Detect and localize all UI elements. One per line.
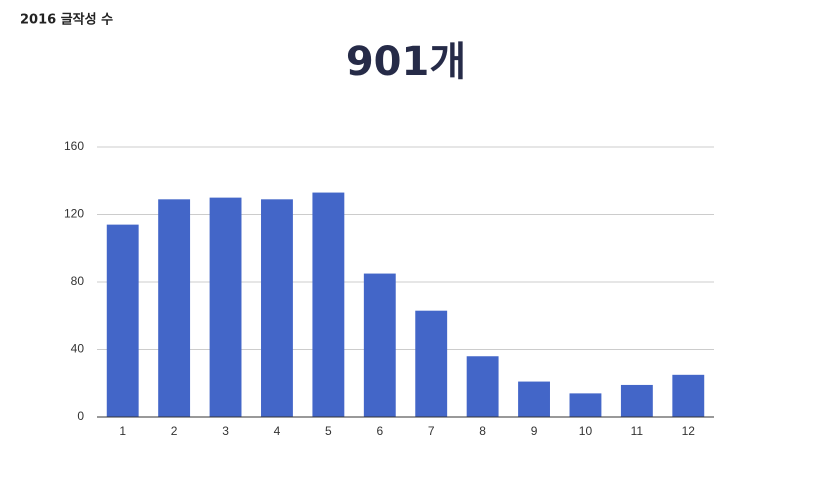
bar <box>106 224 139 417</box>
x-tick-label: 6 <box>376 424 383 438</box>
x-tick-label: 4 <box>274 424 281 438</box>
y-tick-label: 160 <box>64 139 84 153</box>
x-tick-label: 5 <box>325 424 332 438</box>
bar <box>158 199 191 417</box>
x-tick-label: 3 <box>222 424 229 438</box>
x-tick-label: 1 <box>119 424 126 438</box>
x-tick-label: 8 <box>479 424 486 438</box>
bar <box>620 384 653 417</box>
x-tick-label: 9 <box>531 424 538 438</box>
bar <box>672 374 705 417</box>
bar <box>209 197 242 417</box>
x-tick-label: 11 <box>631 424 644 438</box>
bar <box>569 393 602 417</box>
bar <box>518 381 550 417</box>
chart-title: 2016 글작성 수 <box>20 12 113 28</box>
bar <box>261 199 293 417</box>
bar <box>466 356 499 417</box>
bar <box>363 273 396 417</box>
x-tick-label: 12 <box>682 424 696 438</box>
y-tick-label: 0 <box>77 409 84 423</box>
x-tick-label: 7 <box>428 424 435 438</box>
bar <box>415 310 448 417</box>
y-tick-label: 80 <box>71 274 85 288</box>
x-tick-label: 2 <box>171 424 178 438</box>
y-tick-label: 120 <box>64 207 84 221</box>
y-tick-label: 40 <box>71 342 85 356</box>
x-tick-label: 10 <box>579 424 593 438</box>
headline: 901개 <box>346 39 466 85</box>
bar <box>312 192 345 417</box>
